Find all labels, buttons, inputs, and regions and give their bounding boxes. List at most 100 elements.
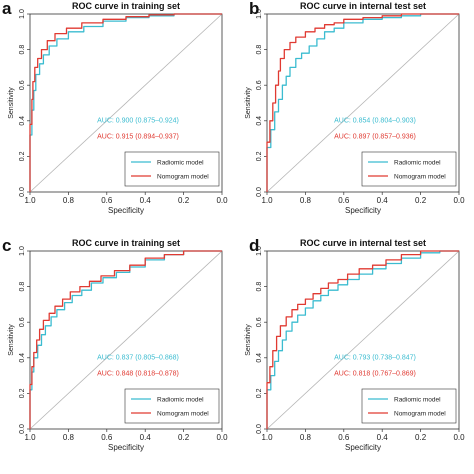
x-tick-label: 0.6 [101,433,113,442]
y-tick-label: 0.4 [256,116,263,126]
auc-annotation: AUC: 0.900 (0.875–0.924) [97,118,179,125]
roc-panel-a: a ROC curve in training set 1.0 0.8 0.6 0.4 0.… [2,0,228,215]
legend-label: Nomogram model [157,411,209,418]
y-tick-label: 0.0 [256,424,263,434]
y-tick-label: 0.0 [256,187,263,197]
plot-frame [266,13,460,193]
roc-curve-radiomic-model [29,13,222,192]
plot-frame [29,13,223,193]
y-tick-label: 0.6 [256,317,263,327]
panel-letter: a [2,0,12,18]
x-axis-label: Specificity [108,206,144,215]
y-tick-label: 0.2 [19,151,26,161]
auc-annotation: AUC: 0.793 (0.738–0.847) [334,355,416,362]
x-tick-label: 0.4 [377,196,389,205]
legend-label: Nomogram model [157,174,209,181]
chart-title: ROC curve in internal test set [300,1,426,11]
roc-curve-nomogram-model [266,250,459,429]
chart-title: ROC curve in training set [72,238,180,248]
panel-letter: b [249,0,259,18]
x-tick-label: 1.0 [261,196,273,205]
legend-label: Nomogram model [394,174,446,181]
roc-curve-nomogram-model [29,13,222,192]
auc-annotation: AUC: 0.854 (0.804–0.903) [334,118,416,125]
x-tick-label: 1.0 [24,433,36,442]
panel-letter: c [2,236,11,255]
auc-annotation: AUC: 0.848 (0.818–0.878) [97,371,179,378]
x-tick-label: 0.4 [140,196,152,205]
x-tick-label: 0.2 [178,196,190,205]
plot-frame [266,250,460,430]
y-tick-label: 0.0 [19,424,26,434]
x-axis-label: Specificity [345,443,381,452]
x-tick-label: 0.8 [300,196,312,205]
x-tick-label: 0.6 [338,196,350,205]
y-tick-label: 1.0 [19,9,26,19]
auc-annotation: AUC: 0.897 (0.857–0.936) [334,134,416,141]
y-axis-label: Sensitivity [245,324,252,356]
y-axis-label: Sensitivity [245,87,252,119]
x-tick-label: 0.8 [63,433,75,442]
y-tick-label: 0.2 [19,388,26,398]
reference-diagonal [29,250,223,430]
x-tick-label: 1.0 [261,433,273,442]
x-tick-label: 0.2 [415,433,427,442]
roc-panel-c: c ROC curve in training set 1.0 0.8 0.6 0.4 0.… [2,236,228,452]
x-tick-label: 0.8 [63,196,75,205]
y-tick-label: 0.4 [19,353,26,363]
legend: Radiomic model Nomogram model [124,151,220,187]
y-tick-label: 0.6 [256,80,263,90]
chart-title: ROC curve in internal test set [300,238,426,248]
legend-box [124,388,220,424]
legend-label: Nomogram model [394,411,446,418]
x-tick-label: 0.8 [300,433,312,442]
y-tick-label: 0.6 [19,80,26,90]
y-tick-label: 0.0 [19,187,26,197]
y-tick-label: 0.8 [256,282,263,292]
x-tick-label: 0.4 [140,433,152,442]
x-tick-label: 0.6 [101,196,113,205]
x-tick-label: 0.2 [178,433,190,442]
reference-diagonal [29,13,223,193]
x-axis-label: Specificity [108,443,144,452]
y-tick-label: 0.8 [256,45,263,55]
auc-annotation: AUC: 0.837 (0.805–0.868) [97,355,179,362]
roc-curve-nomogram-model [29,250,222,429]
roc-panel-b: b ROC curve in internal test set 1.0 0.8 0.6… [245,0,465,215]
reference-diagonal [266,250,460,430]
y-tick-label: 1.0 [256,246,263,256]
y-tick-label: 0.6 [19,317,26,327]
plot-frame [29,250,223,430]
y-axis-label: Sensitivity [8,324,15,356]
legend-box [124,151,220,187]
panel-letter: d [249,236,259,255]
y-tick-label: 0.2 [256,151,263,161]
legend-label: Radiomic model [157,397,204,404]
roc-panel-d: d ROC curve in internal test set 1.0 0.8 0.6… [245,236,465,452]
legend: Radiomic model Nomogram model [361,151,457,187]
y-axis-label: Sensitivity [8,87,15,119]
y-tick-label: 1.0 [19,246,26,256]
legend-label: Radiomic model [394,160,441,167]
x-tick-label: 0.0 [453,433,465,442]
x-tick-label: 1.0 [24,196,36,205]
y-tick-label: 0.2 [256,388,263,398]
x-tick-label: 0.0 [216,196,228,205]
legend-box [361,388,457,424]
legend-label: Radiomic model [157,160,204,167]
x-tick-label: 0.6 [338,433,350,442]
x-axis-label: Specificity [345,206,381,215]
x-tick-label: 0.2 [415,196,427,205]
chart-title: ROC curve in training set [72,1,180,11]
legend-label: Radiomic model [394,397,441,404]
roc-curve-nomogram-model [266,13,459,192]
x-tick-label: 0.0 [453,196,465,205]
x-tick-label: 0.4 [377,433,389,442]
legend-box [361,151,457,187]
legend: Radiomic model Nomogram model [124,388,220,424]
y-tick-label: 0.8 [19,45,26,55]
y-tick-label: 0.4 [19,116,26,126]
auc-annotation: AUC: 0.818 (0.767–0.869) [334,371,416,378]
